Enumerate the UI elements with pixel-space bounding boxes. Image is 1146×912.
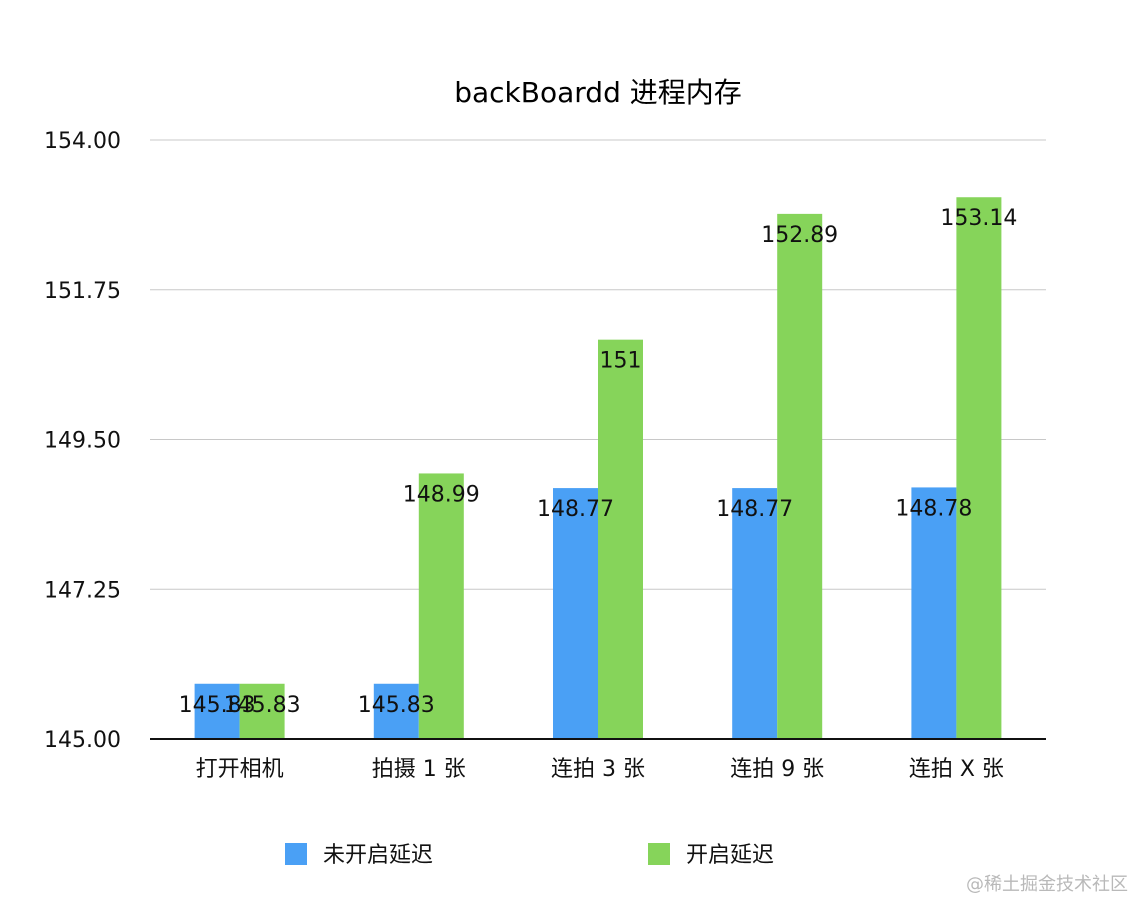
bar-series2 — [956, 197, 1002, 739]
data-label: 148.77 — [537, 497, 614, 522]
bar-series2 — [418, 473, 464, 739]
x-tick-label: 连拍 X 张 — [909, 757, 1004, 782]
bar-series1 — [373, 683, 419, 739]
data-label: 148.78 — [895, 496, 972, 521]
data-label: 152.89 — [761, 223, 838, 248]
legend: 未开启延迟 开启延迟 — [285, 843, 774, 868]
bar-series1 — [194, 683, 240, 739]
x-tick-label: 连拍 9 张 — [730, 757, 824, 782]
x-tick-label: 连拍 3 张 — [551, 757, 645, 782]
data-label: 145.83 — [179, 693, 256, 718]
bar-series2 — [239, 683, 285, 739]
data-label: 153.14 — [940, 206, 1017, 231]
x-tick-label: 拍摄 1 张 — [372, 757, 466, 782]
legend-swatch — [648, 843, 670, 865]
bar-series1 — [732, 488, 778, 739]
x-axis-ticks: 打开相机 拍摄 1 张 连拍 3 张 连拍 9 张 连拍 X 张 — [196, 757, 1004, 782]
bar-series1 — [553, 488, 598, 739]
bar-series2 — [598, 339, 643, 739]
y-tick-label: 154.00 — [44, 129, 121, 154]
bar-series1 — [911, 487, 957, 739]
legend-label: 未开启延迟 — [323, 843, 433, 868]
bars — [194, 197, 1002, 740]
data-label: 145.83 — [358, 693, 435, 718]
y-axis-ticks: 145.00 147.25 149.50 151.75 154.00 — [44, 129, 121, 753]
chart-title: backBoardd 进程内存 — [454, 76, 742, 109]
y-tick-label: 151.75 — [44, 279, 121, 304]
bar-series2 — [777, 213, 823, 740]
legend-swatch — [285, 843, 307, 865]
y-tick-label: 145.00 — [44, 728, 121, 753]
data-label: 151 — [600, 349, 642, 374]
data-label: 148.77 — [716, 497, 793, 522]
legend-label: 开启延迟 — [686, 843, 774, 868]
watermark: @稀土掘金技术社区 — [966, 874, 1128, 895]
data-label: 145.83 — [224, 693, 301, 718]
data-label: 148.99 — [403, 482, 480, 507]
x-tick-label: 打开相机 — [196, 757, 284, 782]
y-tick-label: 149.50 — [44, 429, 121, 454]
y-tick-label: 147.25 — [44, 578, 121, 603]
